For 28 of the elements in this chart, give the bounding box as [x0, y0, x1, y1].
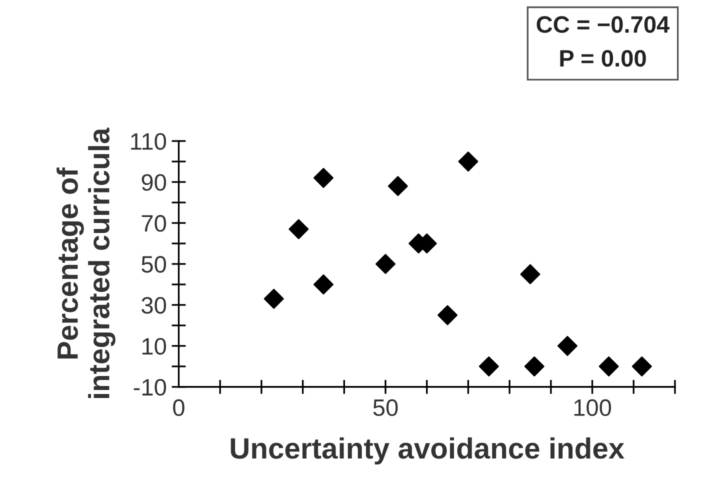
y-axis-title: Percentage of integrated curricula [56, 128, 116, 398]
point [598, 356, 619, 376]
point [438, 305, 458, 326]
text: P = 0.00 [560, 50, 646, 67]
x-tick-label: 0 [173, 399, 184, 416]
y-tick-label: -10 [134, 378, 166, 396]
point [313, 168, 334, 188]
y-tick-label: 30 [142, 297, 166, 314]
point [524, 356, 544, 376]
y-tick-label: 90 [142, 174, 166, 191]
point [388, 176, 408, 196]
y-tick-label: 110 [131, 133, 166, 150]
x-tick-label: 100 [574, 399, 612, 416]
y-tick-label: 10 [142, 338, 166, 355]
point [375, 254, 396, 274]
x-axis-title: Uncertainty avoidance index [230, 437, 624, 465]
point [458, 152, 478, 172]
point [264, 288, 284, 309]
point [632, 356, 652, 376]
y-tick-label: 70 [142, 215, 166, 232]
point [557, 336, 578, 356]
text: CC = −0.704 [536, 16, 670, 33]
point [520, 264, 540, 284]
point [313, 274, 334, 294]
x-tick-label: 50 [373, 399, 398, 416]
point [288, 219, 309, 240]
y-tick-label: 50 [142, 256, 166, 273]
point [478, 356, 499, 376]
